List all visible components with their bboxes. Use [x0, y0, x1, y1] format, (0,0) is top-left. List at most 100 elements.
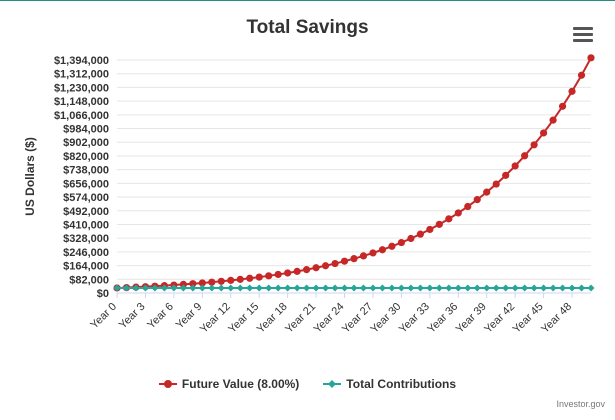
- data-point-total-contributions: [549, 284, 557, 292]
- y-tick-label: $984,000: [63, 124, 109, 136]
- data-point-future-value: [502, 171, 510, 179]
- data-point-future-value: [577, 71, 586, 79]
- y-tick-label: $902,000: [63, 137, 109, 149]
- data-point-future-value: [321, 262, 330, 270]
- legend-label-total-contributions: Total Contributions: [346, 377, 457, 391]
- data-point-future-value: [217, 277, 225, 285]
- data-point-total-contributions: [426, 284, 434, 292]
- data-point-future-value: [208, 278, 216, 286]
- data-point-total-contributions: [530, 284, 538, 292]
- data-point-future-value: [416, 230, 424, 238]
- x-tick-label: Year 12: [198, 301, 233, 336]
- y-axis-title: US Dollars ($): [23, 137, 37, 216]
- y-tick-label: $1,312,000: [54, 69, 109, 81]
- data-point-future-value: [388, 242, 396, 250]
- x-tick-label: Year 15: [226, 301, 261, 336]
- data-point-future-value: [312, 264, 320, 272]
- data-point-total-contributions: [312, 284, 320, 292]
- data-point-total-contributions: [265, 284, 273, 292]
- x-tick-label: Year 24: [312, 301, 347, 336]
- data-point-future-value: [568, 87, 576, 95]
- data-point-total-contributions: [303, 284, 311, 292]
- chart-legend: Future Value (8.00%) Total Contributions: [0, 377, 615, 391]
- data-point-future-value: [549, 116, 557, 124]
- x-tick-label: Year 36: [425, 301, 460, 336]
- data-point-total-contributions: [113, 284, 121, 292]
- y-tick-label: $656,000: [63, 178, 109, 190]
- data-point-future-value: [236, 275, 244, 283]
- data-point-future-value: [407, 234, 415, 243]
- data-point-future-value: [454, 209, 462, 217]
- data-point-future-value: [340, 257, 349, 265]
- legend-label-future-value: Future Value (8.00%): [181, 377, 300, 391]
- data-point-total-contributions: [160, 284, 168, 292]
- data-point-total-contributions: [208, 284, 216, 292]
- data-point-total-contributions: [416, 284, 424, 292]
- data-point-total-contributions: [521, 284, 529, 292]
- x-tick-label: Year 3: [117, 301, 148, 332]
- data-point-total-contributions: [483, 284, 491, 292]
- legend-item-future-value[interactable]: Future Value (8.00%): [158, 377, 300, 391]
- y-tick-label: $1,148,000: [54, 96, 109, 108]
- data-point-total-contributions: [284, 284, 292, 292]
- data-point-total-contributions: [293, 284, 301, 292]
- data-point-future-value: [293, 267, 301, 275]
- data-point-total-contributions: [132, 284, 140, 292]
- x-tick-label: Year 0: [88, 301, 119, 332]
- data-point-total-contributions: [435, 284, 443, 292]
- data-point-total-contributions: [179, 284, 187, 292]
- y-tick-label: $1,394,000: [54, 55, 109, 67]
- data-point-total-contributions: [473, 284, 481, 292]
- data-point-total-contributions: [227, 284, 235, 292]
- data-point-future-value: [274, 270, 282, 279]
- chart-title: Total Savings: [246, 17, 369, 38]
- data-point-total-contributions: [568, 284, 576, 292]
- y-tick-label: $820,000: [63, 151, 109, 163]
- data-point-total-contributions: [587, 284, 595, 292]
- data-point-total-contributions: [151, 284, 159, 292]
- data-point-future-value: [227, 276, 235, 284]
- data-point-future-value: [587, 54, 595, 62]
- data-point-future-value: [445, 215, 453, 223]
- x-tick-label: Year 48: [539, 301, 574, 336]
- x-tick-label: Year 21: [283, 301, 318, 336]
- y-tick-label: $1,066,000: [54, 110, 109, 122]
- data-point-future-value: [303, 266, 311, 274]
- y-tick-label: $410,000: [63, 219, 109, 231]
- data-point-total-contributions: [274, 284, 282, 292]
- data-point-future-value: [511, 162, 519, 170]
- data-point-total-contributions: [378, 284, 386, 292]
- data-point-total-contributions: [359, 284, 367, 292]
- y-tick-label: $738,000: [63, 165, 109, 177]
- data-point-future-value: [189, 280, 197, 288]
- data-point-total-contributions: [198, 284, 206, 292]
- data-point-total-contributions: [350, 284, 358, 292]
- data-point-future-value: [530, 141, 538, 149]
- chart-credit[interactable]: Investor.gov: [556, 399, 605, 409]
- data-point-total-contributions: [170, 284, 178, 292]
- data-point-future-value: [198, 279, 206, 287]
- data-point-future-value: [483, 188, 491, 196]
- data-point-future-value: [397, 238, 405, 247]
- data-point-future-value: [179, 280, 187, 289]
- data-point-total-contributions: [341, 284, 349, 292]
- legend-item-total-contributions[interactable]: Total Contributions: [323, 377, 456, 391]
- data-point-future-value: [331, 259, 339, 268]
- data-point-total-contributions: [369, 284, 377, 292]
- x-tick-label: Year 6: [145, 301, 176, 332]
- x-tick-label: Year 42: [482, 301, 517, 336]
- data-point-total-contributions: [502, 284, 510, 292]
- data-point-future-value: [435, 220, 443, 228]
- data-point-future-value: [464, 202, 472, 211]
- data-point-total-contributions: [445, 284, 453, 292]
- y-tick-label: $1,230,000: [54, 82, 109, 94]
- data-point-total-contributions: [217, 284, 225, 292]
- legend-marker-future-value: [158, 380, 177, 388]
- data-point-future-value: [473, 196, 481, 204]
- x-tick-label: Year 18: [255, 301, 290, 336]
- data-point-total-contributions: [331, 284, 339, 292]
- hamburger-menu-icon[interactable]: [573, 27, 593, 43]
- data-point-total-contributions: [559, 284, 567, 292]
- data-point-total-contributions: [388, 284, 396, 292]
- y-tick-label: $246,000: [63, 247, 109, 259]
